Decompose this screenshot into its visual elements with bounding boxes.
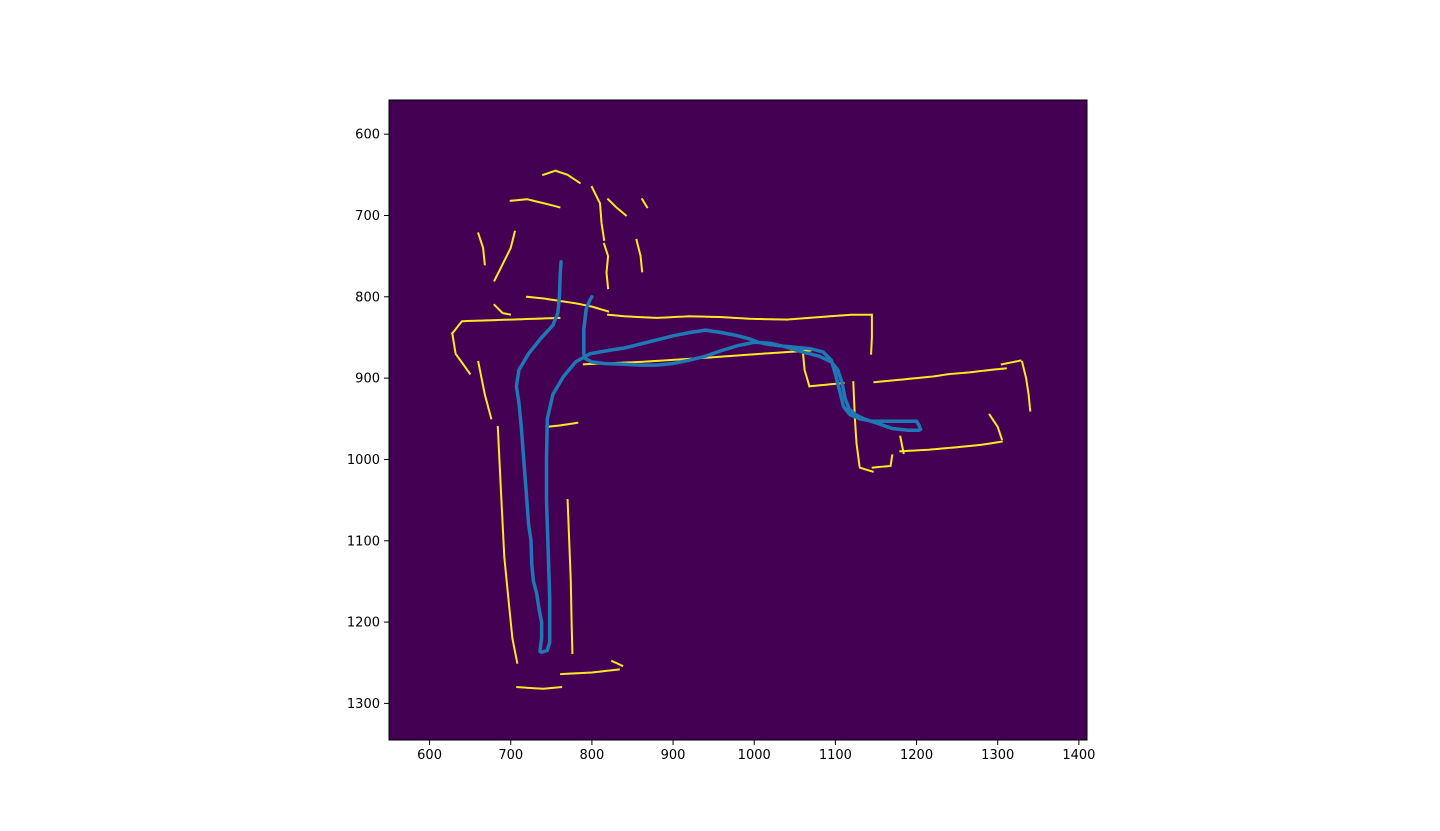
occupied-wall-segment	[871, 454, 894, 469]
trajectory-line	[514, 260, 923, 654]
y-axis: 600 700 800 900 1000 1100 1200 1300	[347, 128, 389, 712]
x-tick-label: 1400	[1062, 748, 1095, 763]
y-tick-label: 1200	[347, 616, 380, 631]
x-tick-label: 1000	[738, 748, 771, 763]
occupied-wall-segment	[493, 303, 512, 316]
occupied-wall-segment	[602, 242, 610, 290]
occupied-wall-segment	[560, 668, 622, 676]
y-tick-label: 1000	[347, 453, 380, 468]
occupied-wall-segment	[870, 313, 873, 355]
occupied-wall-segment	[607, 313, 788, 321]
occupied-wall-segment	[525, 295, 610, 313]
occupied-wall-segment	[477, 232, 486, 266]
occupied-wall-segment	[545, 421, 579, 429]
x-tick-label: 1200	[900, 748, 933, 763]
occupied-wall-segment	[610, 659, 625, 668]
occupied-wall-segment	[451, 332, 472, 376]
axes-border	[388, 99, 1088, 741]
occupied-wall-segment	[873, 367, 1007, 384]
y-tick-label: 900	[355, 372, 380, 387]
x-tick-label: 700	[498, 748, 523, 763]
plot-area	[389, 100, 1087, 740]
y-tick-label: 1100	[347, 534, 380, 549]
occupied-wall-segment	[1020, 360, 1032, 412]
y-tick-label: 1300	[347, 697, 380, 712]
occupied-wall-segment	[801, 351, 811, 388]
trajectory-series	[514, 260, 923, 654]
occupied-wall-segment	[899, 435, 905, 455]
y-tick-label: 700	[355, 209, 380, 224]
occupied-wall-segment	[635, 238, 644, 274]
axes-frame	[388, 99, 1088, 741]
occupied-wall-segment	[541, 169, 582, 185]
occupied-wall-segment	[640, 197, 649, 209]
occupied-wall-segment	[450, 316, 561, 335]
occupied-wall-segment	[477, 360, 493, 421]
occupied-wall-segment	[509, 198, 561, 209]
occupied-wall-segment	[590, 185, 606, 242]
occupied-wall-segment	[785, 313, 873, 321]
y-tick-label: 800	[355, 290, 380, 305]
x-tick-label: 900	[661, 748, 686, 763]
occupied-wall-segment	[899, 440, 1003, 453]
y-tick-label: 600	[355, 128, 380, 143]
x-axis: 600 700 800 900 1000 1100 1200 1300 1400	[417, 740, 1095, 763]
x-tick-label: 600	[417, 748, 442, 763]
occupied-wall-segment	[516, 686, 563, 690]
occupied-wall-segment	[1000, 359, 1024, 366]
heatmap-background	[389, 100, 1087, 740]
x-tick-label: 1300	[981, 748, 1014, 763]
x-tick-label: 800	[579, 748, 604, 763]
x-tick-label: 1100	[819, 748, 852, 763]
occupied-wall-segment	[496, 425, 519, 664]
occupied-wall-segment	[852, 381, 874, 473]
occupied-wall-segment	[606, 197, 628, 217]
occupied-wall-segment	[566, 499, 574, 655]
occupied-wall-segment	[988, 413, 1004, 441]
occupied-wall-segment	[493, 230, 517, 282]
